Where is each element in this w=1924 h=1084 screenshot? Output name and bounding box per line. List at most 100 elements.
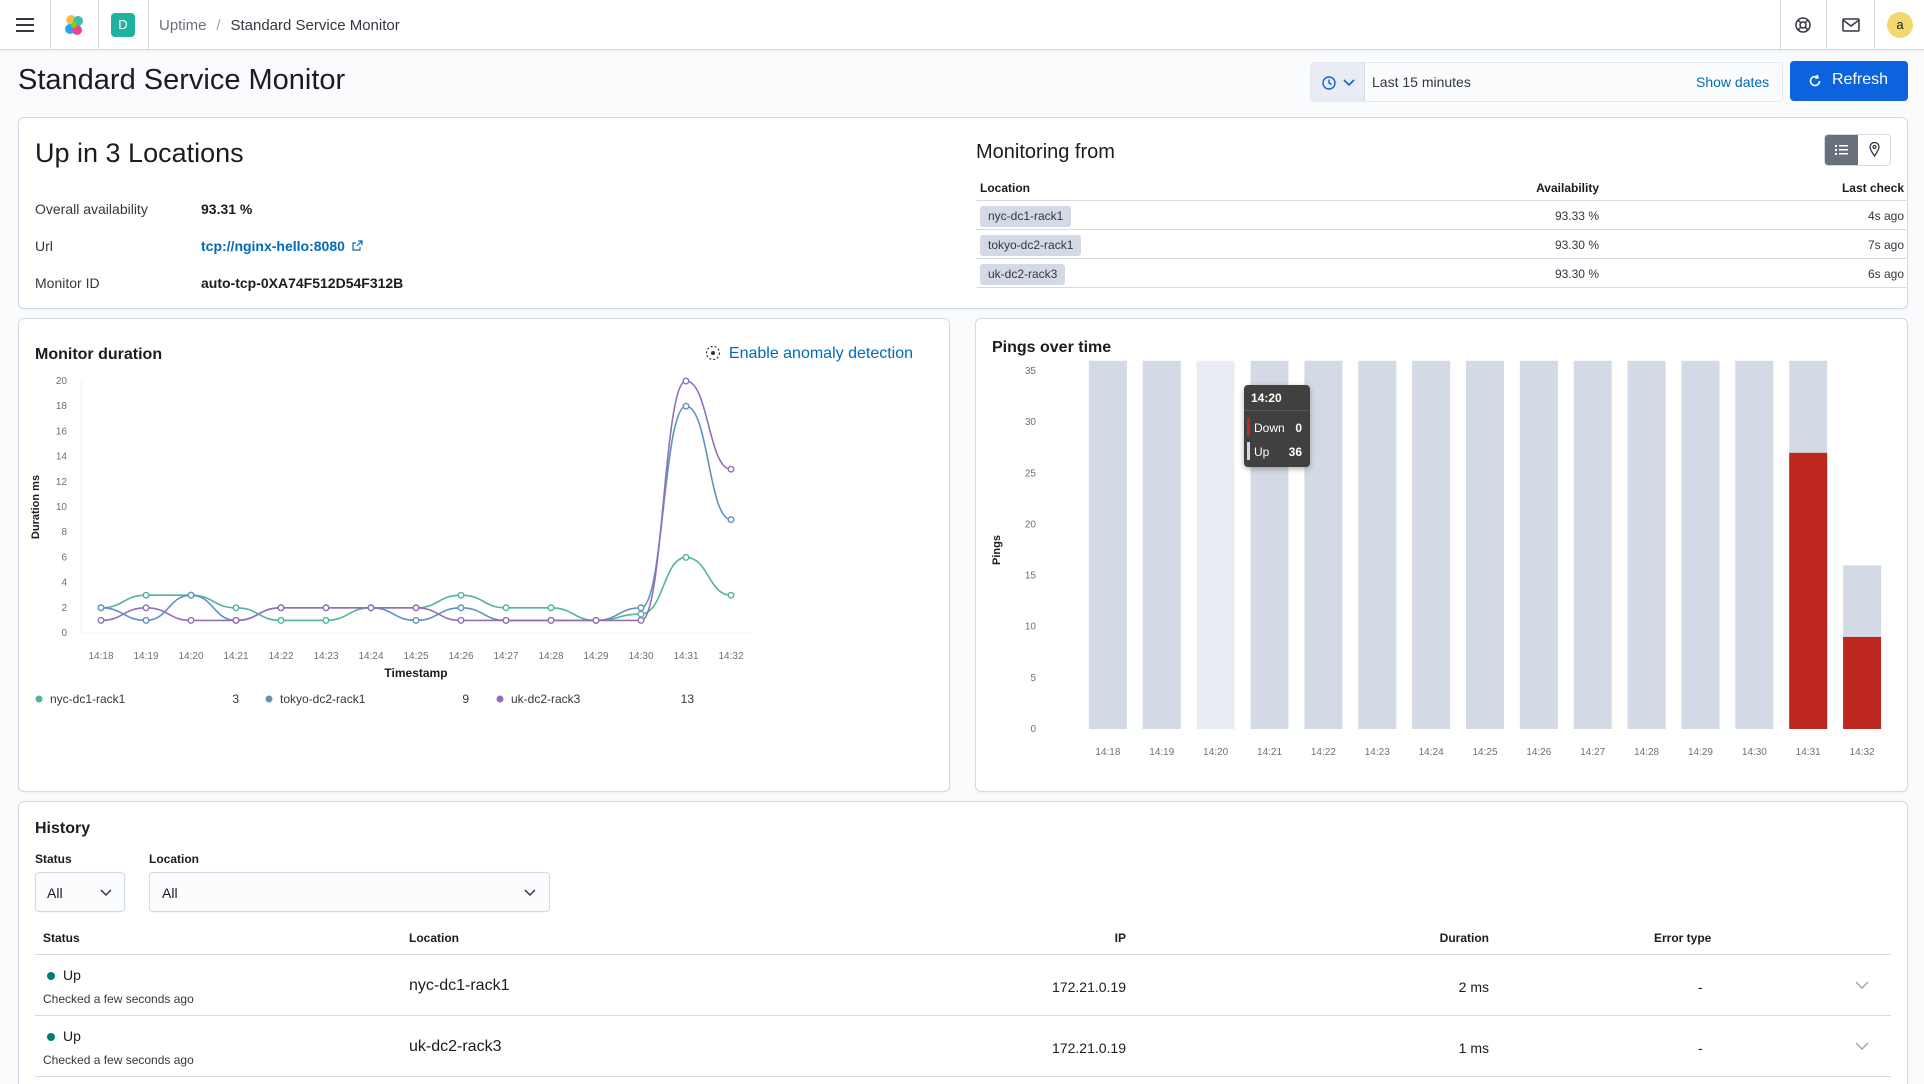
date-range-text[interactable]: Last 15 minutes [1372, 74, 1471, 90]
enable-anomaly-detection-link[interactable]: Enable anomaly detection [705, 345, 913, 363]
date-picker: Last 15 minutes Show dates [1310, 62, 1783, 102]
column-location[interactable]: Location [980, 181, 1030, 195]
x-tick-label: 14:24 [358, 651, 383, 662]
bar-up [1088, 360, 1127, 729]
x-tick-label: 14:29 [1688, 747, 1713, 758]
x-tick-label: 14:22 [268, 651, 293, 662]
pings-over-time-panel: Pings over time 0 5 10 15 20 25 30 35 Pings 14:18… [975, 318, 1908, 792]
expand-row-icon[interactable] [1855, 980, 1869, 990]
history-column-duration[interactable]: Duration [1439, 931, 1489, 945]
x-tick-label: 14:30 [628, 651, 653, 662]
refresh-label: Refresh [1832, 71, 1889, 88]
availability-label: Overall availability [35, 201, 148, 217]
x-tick-label: 14:21 [223, 651, 248, 662]
data-point [232, 616, 240, 624]
table-row[interactable]: Up Checked a few seconds ago nyc-dc1-rac… [35, 955, 1891, 1015]
url-link[interactable]: tcp://nginx-hello:8080 [201, 238, 363, 254]
chevron-down-icon [524, 889, 536, 897]
show-dates-button[interactable]: Show dates [1696, 74, 1770, 90]
user-avatar[interactable]: a [1887, 12, 1913, 38]
breadcrumb-uptime[interactable]: Uptime [159, 17, 207, 34]
expand-row-icon[interactable] [1855, 1041, 1869, 1051]
bar-up [1519, 360, 1558, 729]
bar-up [1304, 360, 1343, 729]
location-filter-label: Location [149, 852, 199, 866]
y-tick-label: 10 [1025, 622, 1037, 633]
breadcrumb-current: Standard Service Monitor [230, 17, 400, 34]
status-filter-select[interactable]: All [35, 872, 125, 912]
bar-up [1358, 360, 1397, 729]
x-tick-label: 14:31 [1796, 747, 1821, 758]
x-tick-label: 14:29 [583, 651, 608, 662]
page-title: Standard Service Monitor [18, 64, 346, 96]
monitor-id-label: Monitor ID [35, 275, 100, 291]
data-point [592, 616, 600, 624]
error-type-text: - [1698, 979, 1703, 995]
x-tick-label: 14:19 [133, 651, 158, 662]
tooltip-time: 14:20 [1251, 391, 1282, 405]
menu-icon[interactable] [16, 17, 34, 33]
location-text: uk-dc2-rack3 [409, 1038, 502, 1055]
chevron-down-icon [100, 889, 112, 897]
map-view-button[interactable] [1858, 135, 1890, 165]
y-tick-label: 14 [56, 452, 68, 463]
column-last-check[interactable]: Last check [1841, 181, 1904, 195]
bar-up [1142, 360, 1181, 729]
x-tick-label: 14:26 [448, 651, 473, 662]
history-column-location[interactable]: Location [409, 931, 459, 945]
data-point [502, 616, 510, 624]
checked-text: Checked a few seconds ago [43, 992, 194, 1006]
data-point [502, 604, 510, 612]
y-tick-label: 15 [1025, 571, 1037, 582]
data-point [277, 604, 285, 612]
list-view-button[interactable] [1825, 135, 1858, 165]
tooltip-up-label: Up [1254, 445, 1270, 459]
status-dot [47, 972, 55, 980]
x-axis-title: Timestamp [384, 666, 447, 680]
x-tick-label: 14:25 [403, 651, 428, 662]
legend-value: 3 [232, 692, 239, 706]
monitoring-from-title: Monitoring from [976, 141, 1115, 163]
table-row: uk-dc2-rack3 93.30 % 6s ago [976, 259, 1906, 287]
newsfeed-mail-icon[interactable] [1842, 17, 1860, 33]
x-tick-label: 14:32 [718, 651, 743, 662]
data-point [187, 591, 195, 599]
url-value[interactable]: tcp://nginx-hello:8080 [201, 238, 345, 254]
monitor-status-panel: Up in 3 Locations Overall availability 9… [18, 117, 1908, 309]
history-column-ip[interactable]: IP [1114, 931, 1126, 945]
bar-up [1412, 360, 1451, 729]
row-divider [976, 258, 1906, 259]
status-text: Up [63, 1028, 81, 1044]
y-tick-label: 4 [61, 578, 67, 589]
bar-up [1843, 565, 1882, 637]
history-column-error-type[interactable]: Error type [1654, 931, 1712, 945]
anomaly-link-label[interactable]: Enable anomaly detection [728, 345, 914, 362]
location-filter-select[interactable]: All [149, 872, 550, 912]
y-tick-label: 25 [1025, 468, 1037, 479]
elastic-logo-icon[interactable] [62, 13, 86, 37]
table-row: tokyo-dc2-rack1 93.30 % 7s ago [976, 230, 1906, 258]
status-dot [47, 1033, 55, 1041]
quick-select-button[interactable] [1311, 63, 1365, 101]
history-column-status[interactable]: Status [43, 931, 80, 945]
data-point [412, 616, 420, 624]
bar-down [1789, 452, 1828, 729]
error-type-text: - [1698, 1040, 1703, 1056]
y-tick-label: 2 [61, 603, 67, 614]
data-point [457, 604, 465, 612]
bar-up [1573, 360, 1612, 729]
help-icon[interactable] [1794, 16, 1812, 34]
data-point [727, 591, 735, 599]
data-point [367, 604, 375, 612]
pings-chart: 0 5 10 15 20 25 30 35 Pings 14:18 14:19 14:20 14:21 1… [991, 360, 1882, 758]
status-title: Up in 3 Locations [35, 138, 244, 168]
tooltip-up-marker [1247, 442, 1250, 460]
pings-title: Pings over time [992, 339, 1112, 356]
column-availability[interactable]: Availability [1536, 181, 1599, 195]
table-row[interactable]: Up Checked a few seconds ago uk-dc2-rack… [35, 1016, 1891, 1076]
y-tick-label: 8 [61, 527, 67, 538]
row-divider [35, 1015, 1891, 1016]
space-avatar[interactable]: D [111, 13, 135, 37]
data-point [637, 616, 645, 624]
refresh-button[interactable]: Refresh [1790, 61, 1908, 101]
